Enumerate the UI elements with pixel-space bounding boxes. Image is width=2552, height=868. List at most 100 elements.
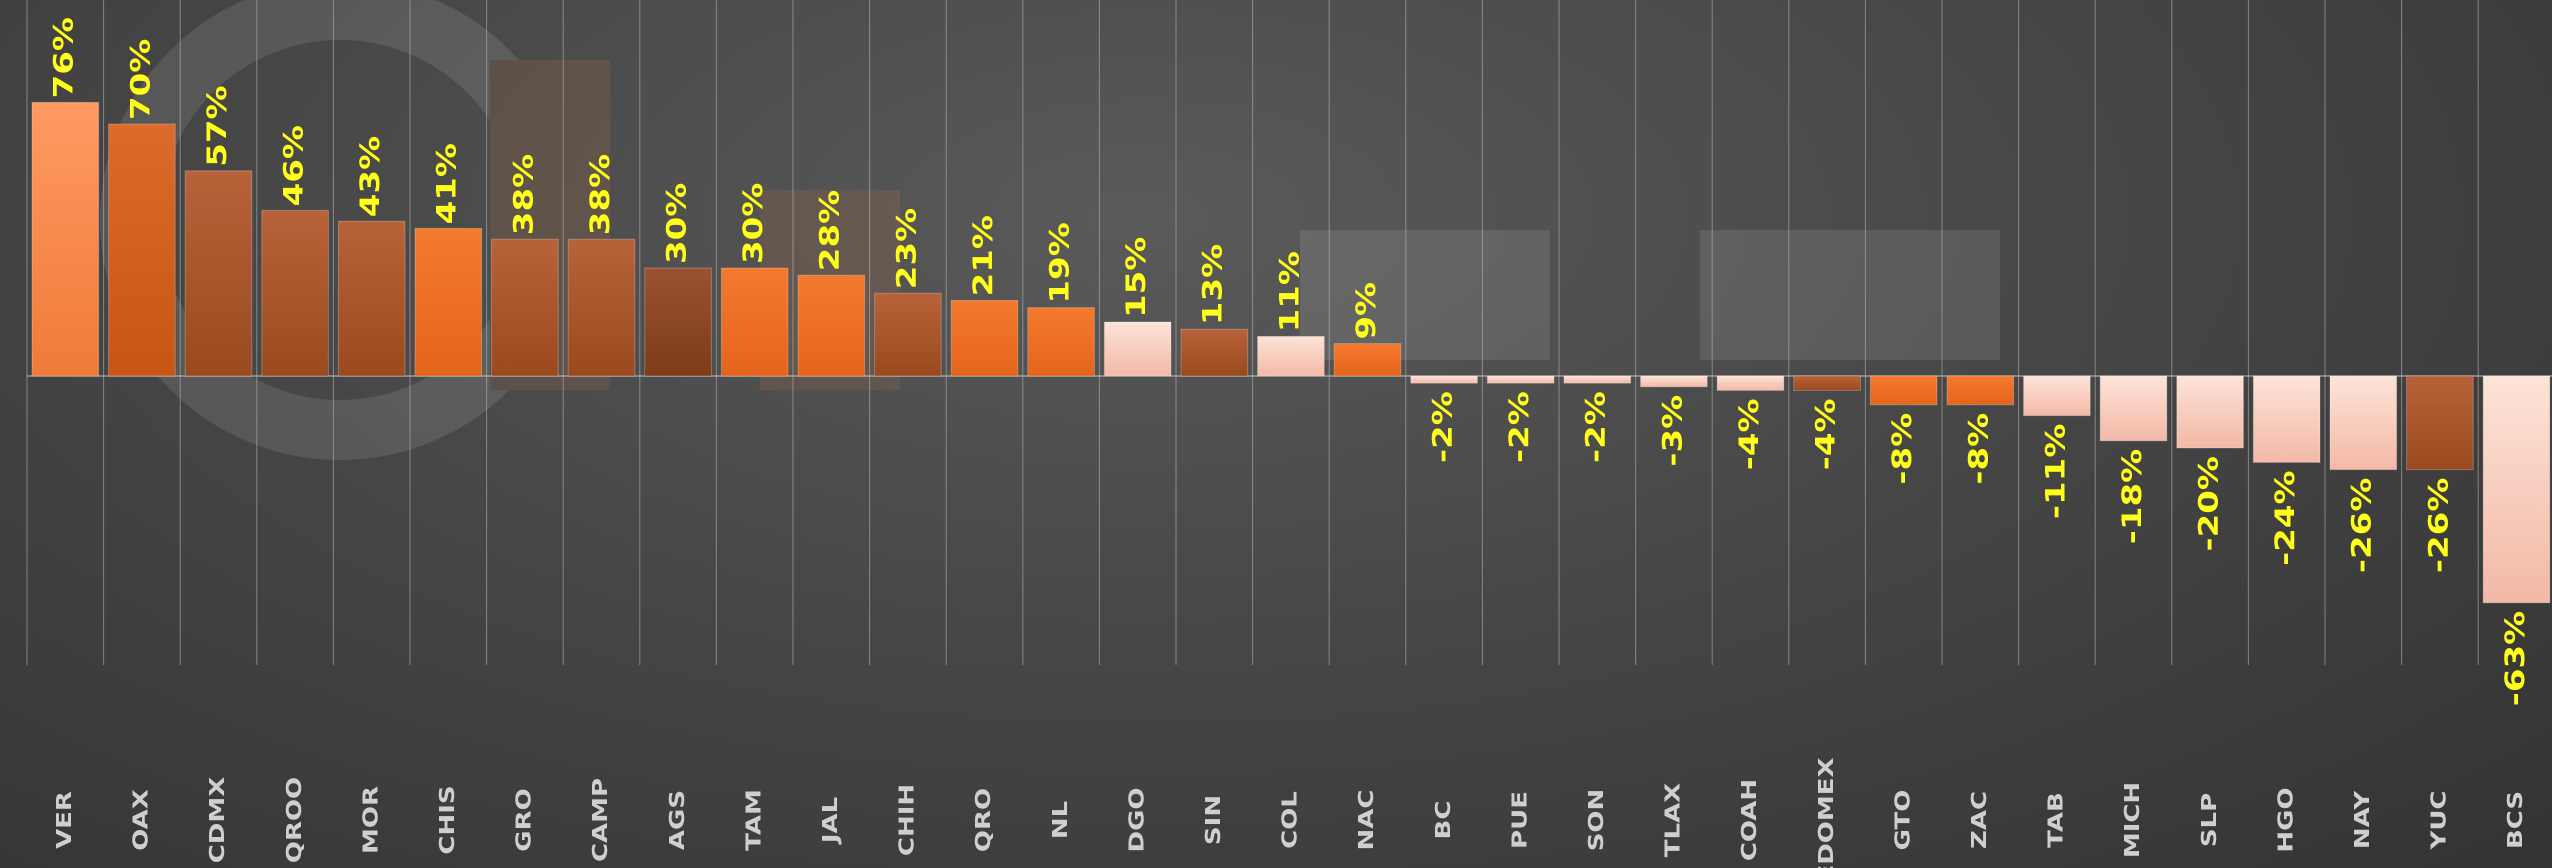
bar-gto	[1869, 375, 1938, 406]
category-label: TAB	[2043, 792, 2068, 848]
bar-camp	[567, 238, 636, 377]
value-label: 70%	[126, 39, 156, 120]
bar-col	[1257, 335, 1325, 377]
bar-qroo	[261, 209, 329, 377]
category-label: TLAX	[1660, 783, 1685, 857]
bar-bcs	[2482, 375, 2551, 604]
category-label: NAY	[2350, 790, 2375, 849]
category-label: MOR	[358, 786, 383, 854]
value-label: 41%	[432, 143, 462, 224]
category-label: GRO	[511, 788, 536, 851]
bar-jal	[797, 274, 866, 377]
category-label: MICH	[2120, 782, 2145, 858]
category-label: SON	[1584, 789, 1609, 852]
category-label: PUE	[1507, 791, 1532, 849]
value-label: 13%	[1198, 244, 1228, 325]
value-label: 15%	[1122, 237, 1152, 318]
bar-ags	[644, 267, 712, 377]
value-label: -18%	[2117, 449, 2147, 544]
category-label: BCS	[2503, 791, 2528, 849]
value-label: -24%	[2271, 470, 2301, 565]
value-label: 21%	[968, 215, 998, 296]
value-label: 43%	[356, 136, 386, 217]
value-labels: 76% 70% 57% 46% 43% 41% 38% 38% 30% 30% 28% 23% 21% 1…	[49, 17, 2531, 706]
category-label: VER	[52, 791, 77, 849]
bar-edomex	[1793, 375, 1861, 391]
value-label: -3%	[1658, 395, 1688, 467]
category-label: COAH	[1737, 779, 1762, 861]
bar-oax	[108, 123, 176, 377]
bar-chih	[874, 292, 942, 377]
value-label: -4%	[1734, 398, 1764, 470]
value-label: -26%	[2347, 478, 2377, 573]
bar-bc	[1410, 375, 1478, 384]
value-label: -8%	[1964, 413, 1994, 485]
value-label: -11%	[2041, 424, 2071, 519]
bar-nl	[1027, 307, 1095, 377]
category-label: QRO	[971, 788, 996, 852]
value-label: -2%	[1428, 391, 1458, 463]
category-label: GTO	[1890, 790, 1915, 851]
value-label: -2%	[1505, 391, 1535, 463]
bar-nay	[2329, 375, 2398, 471]
bar-nac	[1333, 343, 1402, 377]
category-label: YUC	[2426, 791, 2451, 851]
value-label: 23%	[892, 208, 922, 289]
category-label: COL	[1277, 791, 1302, 849]
bar-son	[1563, 375, 1632, 384]
value-label: 38%	[585, 154, 615, 235]
category-label: JAL	[818, 797, 843, 846]
bar-tlax	[1640, 375, 1708, 388]
bar-mich	[2099, 375, 2168, 442]
category-label: NAC	[1354, 790, 1379, 851]
bar-pue	[1486, 375, 1555, 384]
bar-mor	[337, 220, 406, 377]
bar-dgo	[1103, 321, 1172, 377]
value-label: 28%	[815, 190, 845, 271]
category-label: AGS	[664, 790, 689, 850]
category-labels: VER OAX CDMX QROO MOR CHIS GRO CAMP AGS TAM JAL CHI…	[52, 757, 2528, 868]
value-label: -4%	[1811, 398, 1841, 470]
bar-zac	[1946, 375, 2015, 406]
bar-tab	[2023, 375, 2091, 417]
category-label: TAM	[741, 789, 766, 851]
category-label: NL	[1047, 801, 1072, 839]
category-label: CHIS	[435, 785, 460, 854]
bar-chis	[414, 227, 483, 377]
category-label: BC	[1430, 801, 1455, 840]
bar-hgo	[2252, 375, 2321, 463]
value-label: 30%	[739, 183, 769, 264]
value-label: -2%	[1581, 391, 1611, 463]
value-label: -8%	[1888, 413, 1918, 485]
value-label: -20%	[2194, 456, 2224, 551]
category-label: HGO	[2273, 787, 2298, 852]
category-label: EDOMEX	[1813, 757, 1838, 868]
bar-tam	[720, 267, 789, 377]
bar-slp	[2176, 375, 2244, 449]
category-label: CDMX	[205, 777, 230, 864]
category-label: ZAC	[1967, 791, 1992, 849]
bar-cdmx	[184, 170, 253, 377]
value-label: 11%	[1275, 251, 1305, 332]
category-label: SLP	[2196, 793, 2221, 847]
category-label: OAX	[128, 789, 153, 851]
value-label: 19%	[1045, 222, 1075, 303]
category-label: CHIH	[894, 784, 919, 856]
category-label: CAMP	[588, 778, 613, 862]
value-label: 9%	[1351, 282, 1381, 340]
value-label: 38%	[509, 154, 539, 235]
bar-gro	[491, 238, 559, 377]
bar-qro	[950, 299, 1019, 377]
bars	[31, 101, 2551, 604]
value-label: -26%	[2424, 478, 2454, 573]
bar-sin	[1180, 328, 1249, 377]
value-label: 30%	[662, 183, 692, 264]
value-label: 46%	[279, 125, 309, 206]
category-label: SIN	[1201, 795, 1226, 845]
value-label: 76%	[49, 17, 79, 98]
value-label: -63%	[2500, 611, 2530, 706]
value-label: 57%	[202, 85, 232, 166]
category-label: QROO	[281, 777, 306, 863]
